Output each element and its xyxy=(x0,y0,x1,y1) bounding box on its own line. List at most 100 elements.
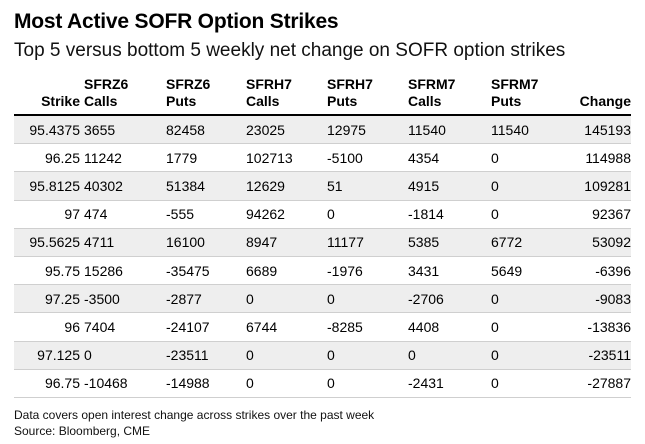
table-cell: 82458 xyxy=(166,121,205,138)
table-cell: 0 xyxy=(84,347,92,364)
table-cell: 12975 xyxy=(327,121,366,138)
column-header-line1: SFRZ6 xyxy=(84,76,129,92)
column-header-line2: Puts xyxy=(166,93,197,109)
chart-title: Most Active SOFR Option Strikes xyxy=(14,10,339,33)
table-cell: 95.4375 xyxy=(29,121,80,138)
table-cell: -9083 xyxy=(595,290,631,307)
column-header-line2: Change xyxy=(579,93,631,109)
table-cell: 0 xyxy=(491,206,499,223)
table-cell: -2431 xyxy=(408,375,444,392)
table-cell: 16100 xyxy=(166,234,205,251)
table-cell: 114988 xyxy=(585,149,631,166)
column-header: SFRM7 Calls xyxy=(408,76,491,115)
table-cell: 5385 xyxy=(408,234,440,251)
table-cell: 0 xyxy=(327,290,335,307)
table-row: 95.8125 40302 51384 12629 51 4915 0 109281 xyxy=(14,171,631,201)
table-cell: 109281 xyxy=(584,177,631,194)
table-cell: 0 xyxy=(408,347,416,364)
table-cell: 95.8125 xyxy=(29,177,80,194)
column-header-line2: Strike xyxy=(41,93,80,109)
table-cell: 0 xyxy=(491,347,499,364)
column-header-line1: SFRH7 xyxy=(327,76,373,92)
column-header: SFRM7 Puts xyxy=(491,76,571,115)
column-header-line2: Calls xyxy=(408,93,442,109)
column-header-line2: Calls xyxy=(246,93,280,109)
table-cell: 95.5625 xyxy=(29,234,80,251)
table-row: 96.75 -10468 -14988 0 0 -2431 0 -27887 xyxy=(14,369,631,398)
table-cell: 11242 xyxy=(84,149,122,166)
table-cell: 4354 xyxy=(408,149,440,166)
table-cell: 474 xyxy=(84,206,108,223)
table-cell: 0 xyxy=(327,206,335,223)
table-cell: 97 xyxy=(64,206,80,223)
table-header-row: Strike SFRZ6 Calls SFRZ6 Puts SFRH7 Calls SFRH7… xyxy=(14,76,631,115)
column-header: Change xyxy=(571,76,631,115)
table-row: 97.125 0 -23511 0 0 0 0 -23511 xyxy=(14,341,631,370)
table-cell: 11540 xyxy=(491,121,529,138)
table-cell: 1779 xyxy=(166,149,198,166)
table-row: 96 7404 -24107 6744 -8285 4408 0 -13836 xyxy=(14,313,631,341)
table-cell: -23511 xyxy=(166,347,209,364)
table-cell: 97.25 xyxy=(44,290,80,307)
table-cell: 0 xyxy=(327,347,335,364)
column-header: SFRZ6 Puts xyxy=(166,76,246,115)
strikes-table: Strike SFRZ6 Calls SFRZ6 Puts SFRH7 Calls SFRH7… xyxy=(14,76,631,398)
column-header-line1: SFRM7 xyxy=(408,76,456,92)
table-row: 95.75 15286 -35475 6689 -1976 3431 5649 -6396 xyxy=(14,256,631,285)
table-cell: -10468 xyxy=(84,375,128,392)
table-cell: 3431 xyxy=(408,262,440,279)
table-cell: 96.25 xyxy=(44,149,80,166)
table-cell: 6689 xyxy=(246,262,278,279)
table-cell: 3655 xyxy=(84,121,116,138)
table-cell: 15286 xyxy=(84,262,123,279)
table-cell: 51384 xyxy=(166,177,205,194)
table-row: 97 474 -555 94262 0 -1814 0 92367 xyxy=(14,200,631,229)
table-cell: 0 xyxy=(491,177,499,194)
table-row: 96.25 11242 1779 102713 -5100 4354 0 114988 xyxy=(14,144,631,172)
table-cell: 12629 xyxy=(246,177,285,194)
table-cell: -35475 xyxy=(166,262,210,279)
table-cell: -8285 xyxy=(327,318,363,335)
column-header-line2: Calls xyxy=(84,93,118,109)
table-cell: -27887 xyxy=(587,375,631,392)
table-row: 97.25 -3500 -2877 0 0 -2706 0 -9083 xyxy=(14,284,631,313)
table-cell: 6772 xyxy=(491,234,523,251)
table-cell: -555 xyxy=(166,206,195,223)
table-cell: 0 xyxy=(491,149,499,166)
table-cell: -23511 xyxy=(588,347,631,364)
column-header-line1 xyxy=(14,76,80,93)
table-cell: 4915 xyxy=(408,177,440,194)
table-cell: -14988 xyxy=(166,375,210,392)
table-cell: 92367 xyxy=(592,206,631,223)
column-header: SFRH7 Calls xyxy=(246,76,327,115)
table-cell: 0 xyxy=(491,290,499,307)
table-cell: 94262 xyxy=(246,206,285,223)
column-header-line1: SFRM7 xyxy=(491,76,539,92)
footnote: Data covers open interest change across … xyxy=(14,408,375,422)
table-cell: 0 xyxy=(491,375,499,392)
table-cell: 97.125 xyxy=(37,347,80,364)
table-cell: -3500 xyxy=(84,290,120,307)
table-cell: 95.75 xyxy=(44,262,80,279)
table-cell: 8947 xyxy=(246,234,278,251)
table-cell: 96 xyxy=(64,318,80,335)
table-cell: 53092 xyxy=(592,234,631,251)
table-row: 95.5625 4711 16100 8947 11177 5385 6772 53092 xyxy=(14,228,631,257)
table-cell: -2706 xyxy=(408,290,444,307)
table-cell: 40302 xyxy=(84,177,123,194)
column-header: SFRH7 Puts xyxy=(327,76,408,115)
column-header-line1 xyxy=(571,76,631,93)
table-cell: 5649 xyxy=(491,262,523,279)
table-cell: -5100 xyxy=(327,149,363,166)
table-cell: 4408 xyxy=(408,318,440,335)
table-cell: -6396 xyxy=(595,262,631,279)
table-cell: 51 xyxy=(327,177,343,194)
table-cell: 0 xyxy=(327,375,335,392)
column-header-line1: SFRH7 xyxy=(246,76,292,92)
table-body: 95.4375 3655 82458 23025 12975 11540 11540 1451… xyxy=(14,115,631,398)
table-cell: -1814 xyxy=(408,206,444,223)
table-cell: 0 xyxy=(246,347,254,364)
table-cell: 11177 xyxy=(327,234,364,251)
table-cell: -13836 xyxy=(587,318,631,335)
table-cell: 6744 xyxy=(246,318,278,335)
